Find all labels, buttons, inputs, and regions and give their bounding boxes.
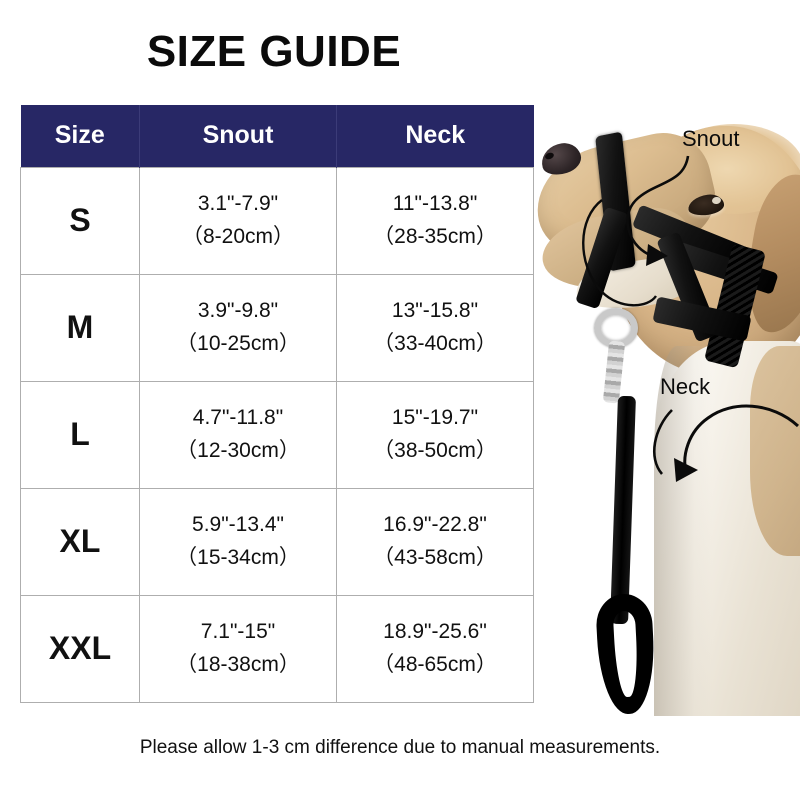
neck-arrow-head — [674, 458, 698, 482]
neck-inches: 18.9"-25.6" — [383, 619, 487, 643]
snout-centimeters: （15-34cm） — [176, 545, 300, 569]
callout-label-neck: Neck — [660, 374, 711, 399]
cell-neck: 16.9"-22.8" （43-58cm） — [336, 487, 534, 596]
cell-snout: 4.7"-11.8" （12-30cm） — [139, 380, 337, 489]
snout-inches: 3.9"-9.8" — [197, 298, 279, 322]
snout-centimeters: （12-30cm） — [176, 438, 300, 462]
column-header-size: Size — [20, 105, 140, 167]
cell-snout: 3.1"-7.9" （8-20cm） — [139, 166, 337, 275]
cell-size: XXL — [20, 594, 140, 703]
snout-arrow-head — [646, 244, 668, 266]
size-guide-table: Size Snout Neck S 3.1"-7.9" （8-20cm） 11"… — [20, 105, 534, 703]
neck-centimeters: （28-35cm） — [373, 224, 497, 248]
cell-size: L — [20, 380, 140, 489]
table-row: XXL 7.1"-15" （18-38cm） 18.9"-25.6" （48-6… — [20, 594, 534, 703]
dog-neck-shading — [654, 346, 712, 716]
column-header-snout: Snout — [139, 105, 337, 167]
cell-snout: 7.1"-15" （18-38cm） — [139, 594, 337, 703]
neck-centimeters: （48-65cm） — [373, 652, 497, 676]
neck-inches: 16.9"-22.8" — [383, 512, 487, 536]
neck-inches: 13"-15.8" — [391, 298, 479, 322]
neck-inches: 15"-19.7" — [391, 405, 479, 429]
page-title: SIZE GUIDE — [146, 27, 402, 76]
cell-snout: 5.9"-13.4" （15-34cm） — [139, 487, 337, 596]
cell-snout: 3.9"-9.8" （10-25cm） — [139, 273, 337, 382]
snout-inches: 7.1"-15" — [200, 619, 276, 643]
product-photo: Snout Neck — [536, 96, 800, 716]
snout-centimeters: （8-20cm） — [181, 224, 295, 248]
neck-arrow-curve — [683, 404, 800, 473]
snout-inches: 5.9"-13.4" — [192, 512, 284, 536]
cell-neck: 18.9"-25.6" （48-65cm） — [336, 594, 534, 703]
callout-label-snout: Snout — [682, 126, 740, 151]
neck-centimeters: （33-40cm） — [373, 331, 497, 355]
table-row: L 4.7"-11.8" （12-30cm） 15"-19.7" （38-50c… — [20, 380, 534, 489]
cell-size: M — [20, 273, 140, 382]
cell-neck: 11"-13.8" （28-35cm） — [336, 166, 534, 275]
snout-inches: 4.7"-11.8" — [192, 405, 284, 429]
neck-inches: 11"-13.8" — [392, 191, 478, 215]
neck-centimeters: （43-58cm） — [373, 545, 497, 569]
table-row: XL 5.9"-13.4" （15-34cm） 16.9"-22.8" （43-… — [20, 487, 534, 596]
neck-arrow-curve-secondary — [653, 409, 673, 475]
table-header-row: Size Snout Neck — [20, 105, 534, 167]
snout-centimeters: （10-25cm） — [176, 331, 300, 355]
snout-arrow-curve — [626, 155, 690, 256]
table-row: M 3.9"-9.8" （10-25cm） 13"-15.8" （33-40cm… — [20, 273, 534, 382]
measurement-disclaimer: Please allow 1-3 cm difference due to ma… — [139, 737, 661, 758]
cell-neck: 13"-15.8" （33-40cm） — [336, 273, 534, 382]
neck-centimeters: （38-50cm） — [373, 438, 497, 462]
snout-loop-curve — [582, 199, 657, 307]
callout-arrows — [582, 155, 800, 482]
cell-neck: 15"-19.7" （38-50cm） — [336, 380, 534, 489]
snout-centimeters: （18-38cm） — [176, 652, 300, 676]
snout-inches: 3.1"-7.9" — [197, 191, 279, 215]
table-header: Size Snout Neck — [20, 105, 534, 167]
table-body: S 3.1"-7.9" （8-20cm） 11"-13.8" （28-35cm）… — [20, 166, 534, 703]
table-row: S 3.1"-7.9" （8-20cm） 11"-13.8" （28-35cm） — [20, 166, 534, 275]
column-header-neck: Neck — [336, 105, 534, 167]
cell-size: S — [20, 166, 140, 275]
cell-size: XL — [20, 487, 140, 596]
dog-shoulder — [750, 346, 800, 556]
